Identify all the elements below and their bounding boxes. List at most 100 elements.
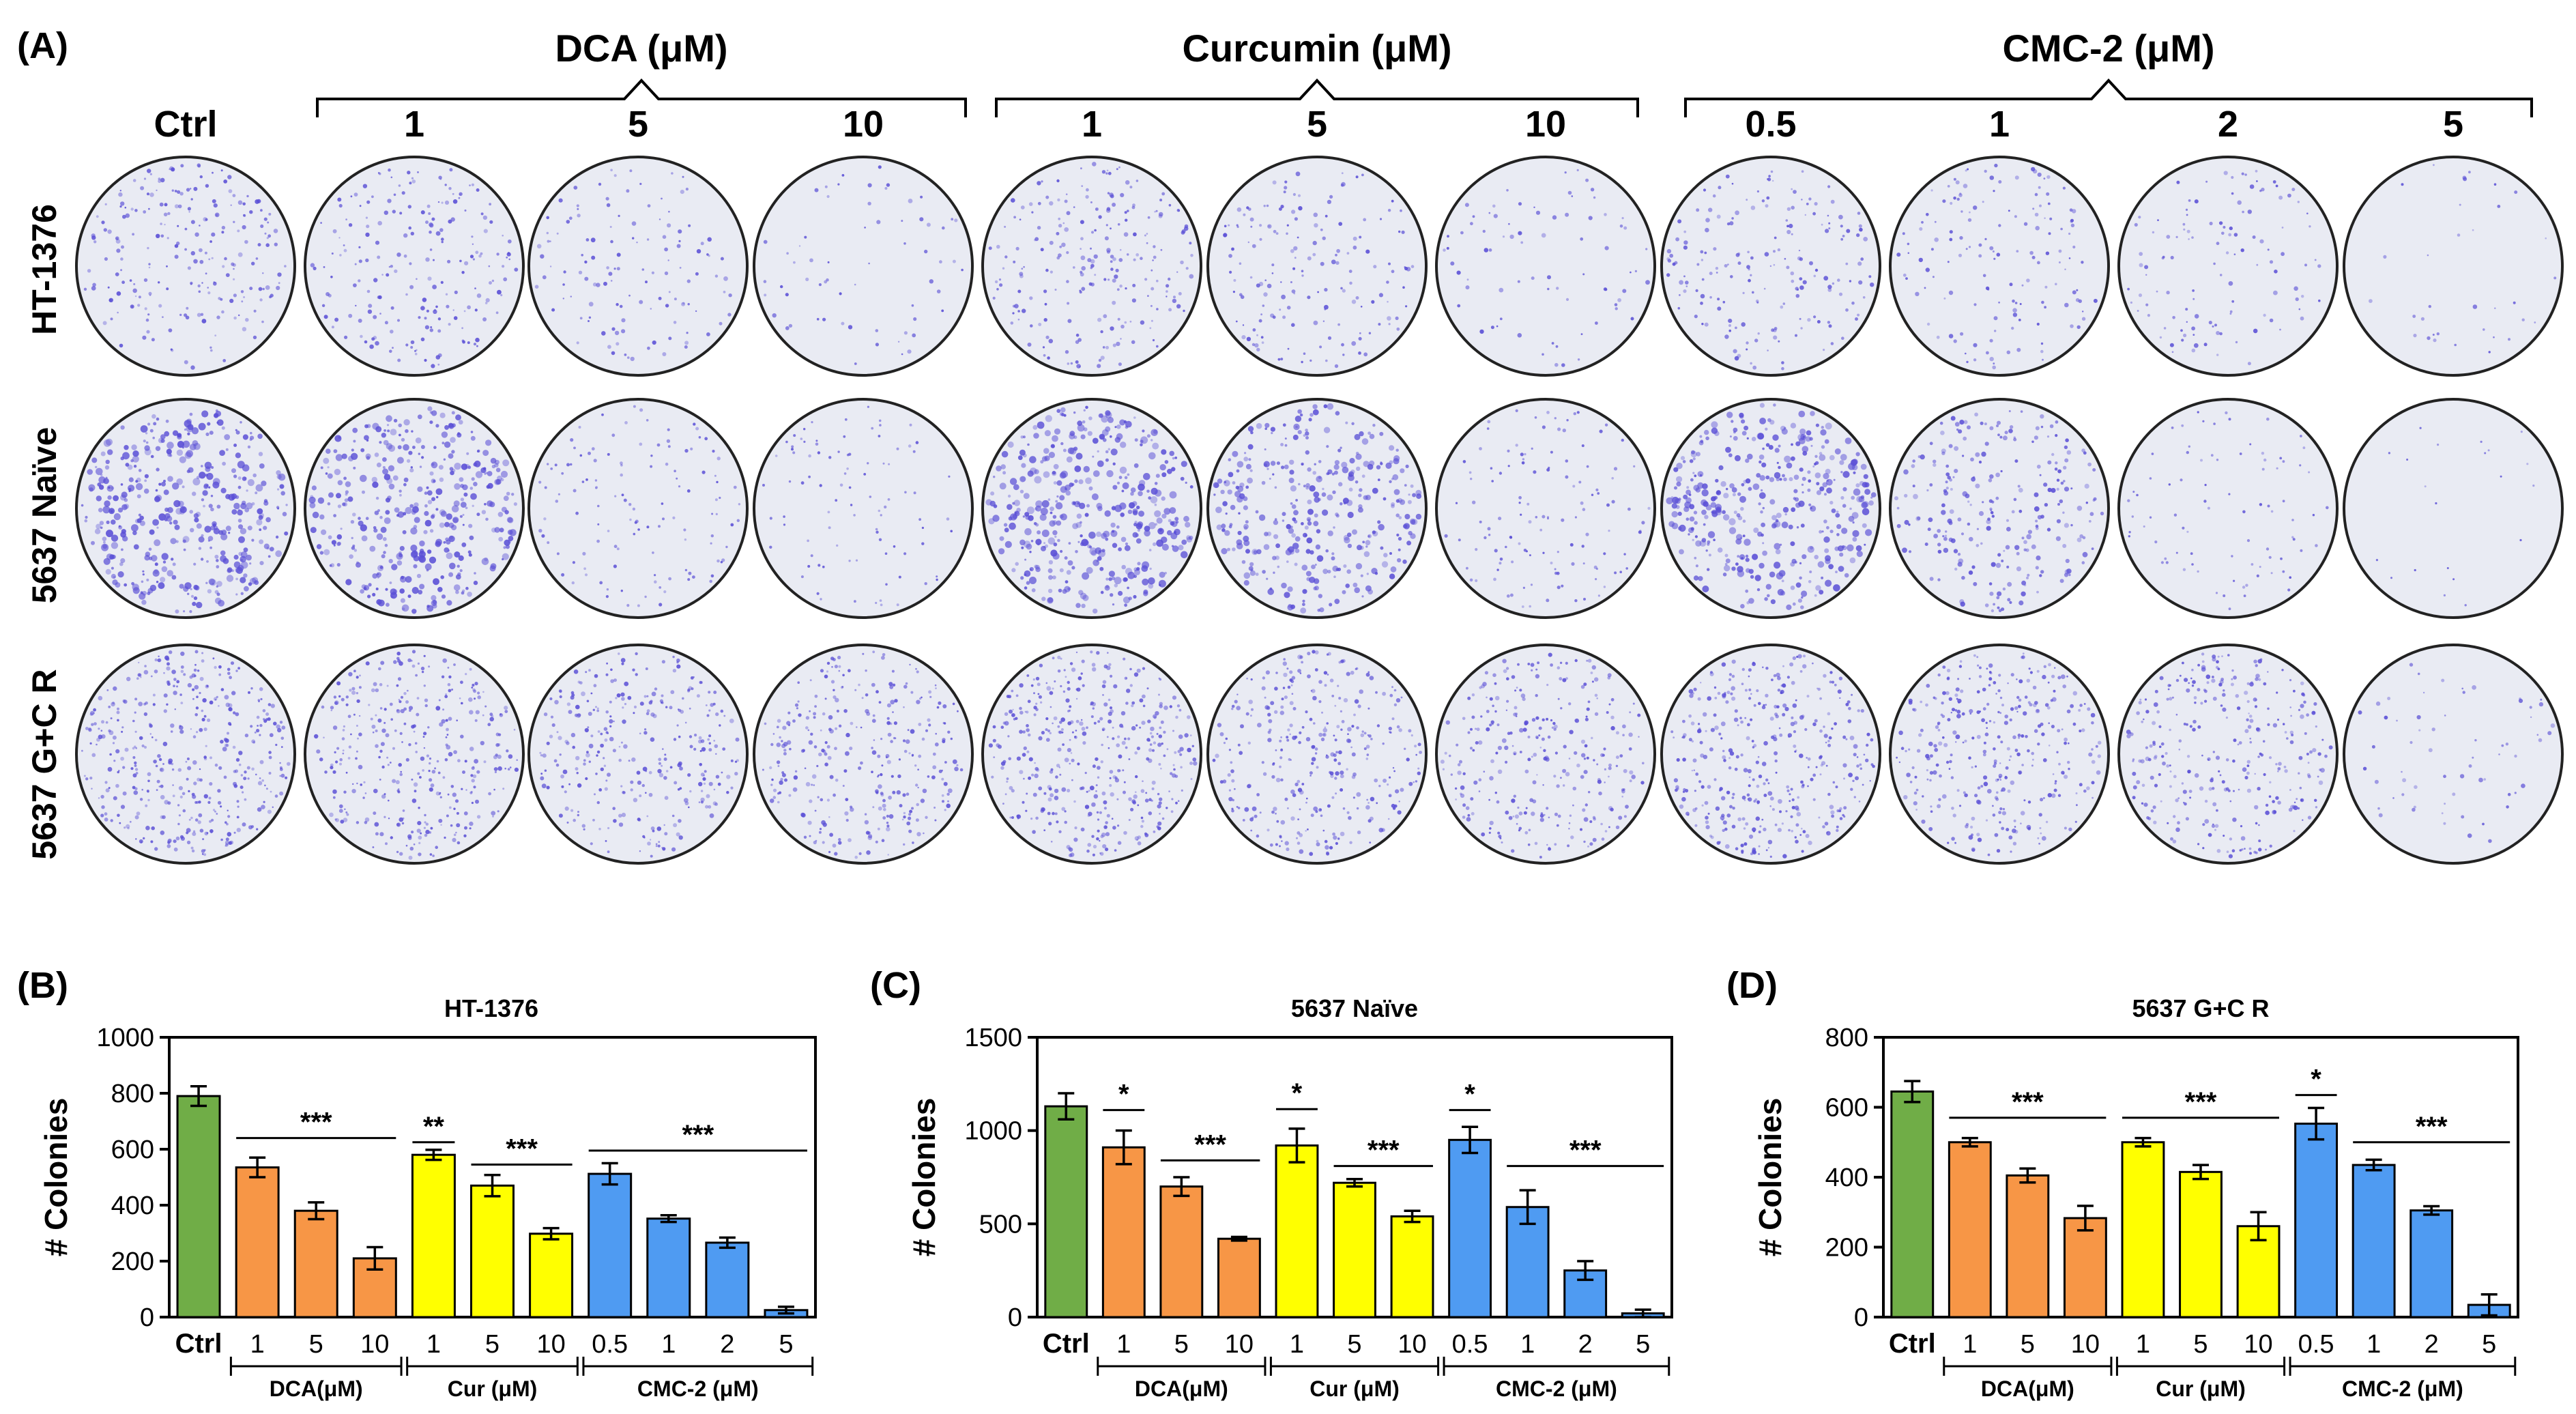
colony-dot <box>2012 308 2017 313</box>
colony-dot <box>1013 484 1019 491</box>
colony-dot <box>377 255 381 259</box>
colony-dot <box>1066 211 1071 216</box>
colony-dot <box>345 490 349 494</box>
colony-dot <box>2197 570 2199 573</box>
colony-dot <box>1852 536 1857 542</box>
colony-dot <box>1150 319 1153 322</box>
colony-dot <box>211 257 214 259</box>
colony-dot <box>1054 289 1057 291</box>
colony-dot <box>1338 222 1343 226</box>
colony-dot <box>154 738 158 742</box>
colony-dot <box>2139 263 2143 268</box>
colony-dot <box>2068 232 2071 235</box>
colony-dot <box>898 575 901 579</box>
colony-dot <box>1760 510 1763 514</box>
colony-dot <box>358 246 361 248</box>
colony-dot <box>171 558 174 561</box>
colony-dot <box>712 450 715 453</box>
colony-dot <box>1110 260 1113 263</box>
colony-dot <box>924 582 927 586</box>
colony-dot <box>1037 181 1041 186</box>
colony-dot <box>1729 483 1735 489</box>
colony-dot <box>1309 413 1314 417</box>
colony-dot <box>134 815 139 820</box>
colony-dot <box>601 331 606 336</box>
colony-dot <box>476 513 480 517</box>
colony-dot <box>855 559 858 562</box>
colony-dot <box>1683 245 1688 250</box>
colony-dot <box>424 491 428 495</box>
colony-dot <box>1982 501 1984 504</box>
colony-dot <box>2269 260 2274 264</box>
colony-dot <box>132 233 135 236</box>
colony-dot <box>2452 578 2455 581</box>
colony-dot <box>472 243 474 245</box>
colony-dot <box>435 231 441 236</box>
colony-dot <box>439 522 445 528</box>
colony-dot <box>416 697 420 699</box>
colony-dot <box>1333 575 1336 578</box>
colony-dot <box>81 504 84 507</box>
colony-dot <box>581 480 585 483</box>
colony-dot <box>411 664 416 668</box>
colony-dot <box>198 536 205 543</box>
colony-dot <box>1275 543 1280 549</box>
colony-dot <box>2304 263 2307 267</box>
colony-dot <box>417 821 422 826</box>
colony-dot <box>1092 162 1097 167</box>
colony-dot <box>441 237 444 241</box>
colony-dot <box>1588 216 1593 220</box>
colony-dot <box>2190 552 2193 556</box>
colony-dot <box>1189 485 1193 489</box>
colony-dot <box>1355 175 1359 179</box>
colony-dot <box>1615 307 1618 311</box>
colony-dot <box>237 509 243 516</box>
colony-dot <box>1104 236 1109 241</box>
colony-dot <box>2207 506 2210 510</box>
colony-dot <box>785 326 790 330</box>
colony-dot <box>220 688 225 691</box>
colony-dot <box>1699 435 1703 438</box>
colony-dot <box>2216 354 2219 356</box>
colony-dot <box>193 513 199 519</box>
colony-dot <box>588 302 594 307</box>
colony-dot <box>1140 320 1145 325</box>
plate-0-5 <box>1206 156 1428 377</box>
colony-dot <box>487 500 493 507</box>
colony-dot <box>1396 533 1400 537</box>
colony-dot <box>1124 211 1127 214</box>
colony-dot <box>1280 443 1284 446</box>
colony-dot <box>1091 493 1099 500</box>
colony-dot <box>1041 596 1046 601</box>
colony-dot <box>117 707 119 710</box>
colony-dot <box>399 661 403 666</box>
colony-dot <box>1083 409 1086 412</box>
colony-dot <box>1060 442 1064 446</box>
colony-dot <box>1700 302 1703 305</box>
colony-dot <box>257 433 263 439</box>
colony-dot <box>198 813 203 818</box>
colony-dot <box>1989 426 1994 431</box>
colony-dot <box>1767 349 1769 351</box>
colony-dot <box>841 174 845 177</box>
colony-dot <box>139 798 143 801</box>
colony-dot <box>1993 257 1996 260</box>
colony-dot <box>646 238 650 241</box>
colony-dot <box>570 295 572 298</box>
colony-dot <box>1770 599 1776 605</box>
colony-dot <box>2031 544 2036 549</box>
colony-dot <box>1410 533 1416 539</box>
colony-dot <box>820 598 822 601</box>
colony-dot <box>2031 255 2036 259</box>
colony-dot <box>334 435 342 442</box>
colony-dot <box>1049 201 1054 206</box>
colony-dot <box>485 472 488 474</box>
colony-dot <box>1699 540 1707 547</box>
colony-dot <box>1013 260 1016 263</box>
colony-dot <box>867 405 869 408</box>
colony-dot <box>124 747 129 752</box>
colony-dot <box>827 261 830 263</box>
colony-dot <box>371 688 375 693</box>
colony-dot <box>596 539 600 543</box>
colony-dot <box>839 483 843 487</box>
